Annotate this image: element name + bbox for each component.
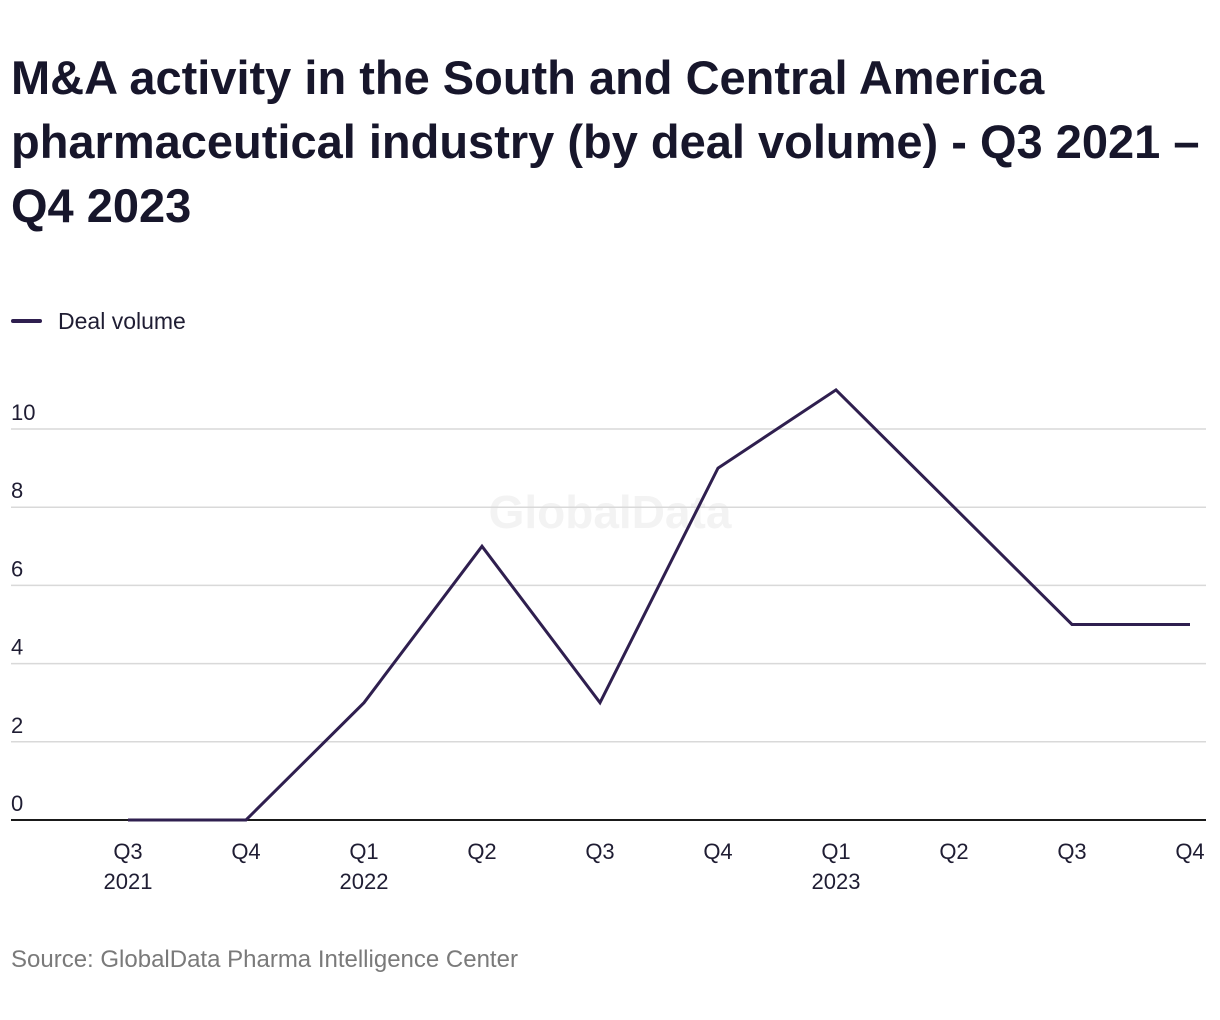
x-tick-year-label-6: 2023	[812, 869, 861, 894]
x-tick-label-5: Q4	[703, 839, 732, 864]
legend-label-deal-volume: Deal volume	[58, 307, 186, 334]
legend-line-swatch	[11, 319, 42, 323]
x-tick-label-0: Q3	[113, 839, 142, 864]
x-tick-label-1: Q4	[231, 839, 260, 864]
y-tick-label-6: 6	[11, 556, 23, 581]
legend: Deal volume	[11, 306, 186, 336]
chart-title: M&A activity in the South and Central Am…	[11, 51, 1200, 232]
y-tick-label-8: 8	[11, 478, 23, 503]
y-tick-label-10: 10	[11, 400, 35, 425]
x-tick-year-label-2: 2022	[340, 869, 389, 894]
x-tick-label-3: Q2	[467, 839, 496, 864]
source-note: Source: GlobalData Pharma Intelligence C…	[11, 946, 518, 973]
x-tick-label-2: Q1	[349, 839, 378, 864]
x-tick-label-8: Q3	[1057, 839, 1086, 864]
y-tick-label-4: 4	[11, 635, 23, 660]
watermark-text: GlobalData	[489, 486, 732, 538]
series-line-0	[128, 387, 1190, 822]
y-tick-label-0: 0	[11, 791, 23, 816]
x-tick-label-6: Q1	[821, 839, 850, 864]
y-tick-label-2: 2	[11, 713, 23, 738]
x-tick-label-9: Q4	[1175, 839, 1204, 864]
x-tick-label-7: Q2	[939, 839, 968, 864]
x-tick-label-4: Q3	[585, 839, 614, 864]
x-tick-year-label-0: 2021	[104, 869, 153, 894]
